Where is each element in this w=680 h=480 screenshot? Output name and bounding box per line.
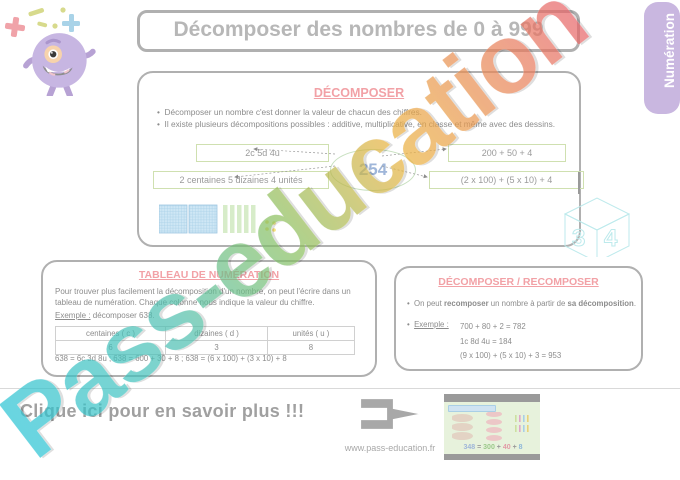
svg-text:4: 4: [604, 225, 618, 252]
